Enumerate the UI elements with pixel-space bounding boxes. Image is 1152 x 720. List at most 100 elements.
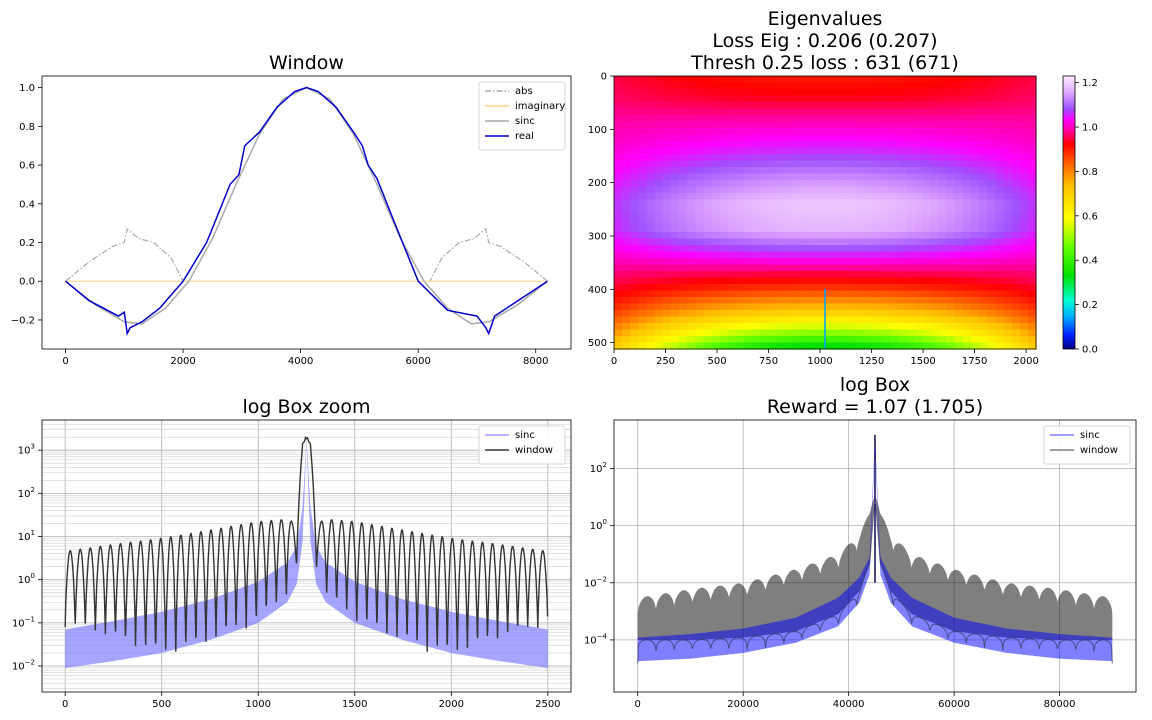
heatmap-cell [962, 141, 972, 149]
heatmap-cell [630, 264, 639, 272]
heatmap-cell [946, 264, 956, 272]
heatmap-cell [776, 95, 786, 103]
heatmap-cell [971, 121, 980, 129]
heatmap-cell [987, 323, 997, 331]
heatmap-cell [768, 128, 777, 136]
heatmap-cell [962, 180, 972, 188]
heatmap-cell [995, 342, 1005, 350]
heatmap-cell [914, 251, 923, 259]
heatmap-cell [678, 154, 688, 162]
heatmap-cell [1011, 238, 1021, 246]
heatmap-cell [800, 147, 810, 155]
heatmap-cell [614, 212, 623, 220]
eigenvalues-heatmap [614, 76, 1037, 350]
heatmap-cell [654, 251, 664, 259]
heatmap-cell [857, 336, 867, 344]
heatmap-cell [776, 323, 786, 331]
heatmap-cell [1003, 238, 1013, 246]
heatmap-cell [808, 219, 818, 227]
heatmap-cell [833, 121, 842, 129]
heatmap-cell [719, 173, 729, 181]
heatmap-cell [979, 264, 988, 272]
heatmap-cell [922, 199, 932, 207]
heatmap-cell [622, 310, 631, 318]
heatmap-cell [719, 251, 729, 259]
heatmap-cell [857, 310, 867, 318]
heatmap-cell [881, 89, 891, 97]
heatmap-cell [630, 329, 639, 337]
heatmap-cell [849, 238, 859, 246]
heatmap-cell [914, 167, 923, 175]
heatmap-cell [768, 342, 777, 350]
heatmap-cell [695, 95, 704, 103]
heatmap-cell [930, 193, 940, 201]
heatmap-cell [662, 160, 672, 168]
heatmap-cell [1003, 323, 1013, 331]
heatmap-cell [776, 316, 786, 324]
heatmap-cell [987, 310, 997, 318]
heatmap-cell [719, 147, 729, 155]
heatmap-cell [979, 329, 988, 337]
heatmap-cell [654, 173, 664, 181]
heatmap-cell [962, 342, 972, 350]
heatmap-cell [825, 212, 834, 220]
heatmap-cell [873, 76, 883, 84]
heatmap-cell [873, 316, 883, 324]
heatmap-cell [776, 238, 786, 246]
heatmap-cell [906, 108, 915, 116]
heatmap-cell [614, 297, 623, 305]
heatmap-cell [695, 180, 704, 188]
heatmap-cell [962, 108, 972, 116]
heatmap-cell [1011, 193, 1021, 201]
heatmap-cell [987, 225, 997, 233]
heatmap-cell [727, 251, 737, 259]
x-tick-label: 40000 [833, 699, 865, 710]
heatmap-cell [954, 206, 964, 214]
heatmap-cell [695, 323, 704, 331]
heatmap-cell [687, 180, 696, 188]
eigenvalues-axes-frame [613, 75, 1037, 350]
heatmap-cell [711, 206, 721, 214]
heatmap-cell [946, 297, 956, 305]
heatmap-cell [711, 212, 721, 220]
heatmap-cell [751, 102, 761, 110]
heatmap-cell [865, 303, 875, 311]
heatmap-cell [760, 147, 769, 155]
heatmap-cell [662, 154, 672, 162]
heatmap-cell [662, 336, 672, 344]
heatmap-cell [833, 284, 842, 292]
heatmap-cell [711, 134, 721, 142]
heatmap-cell [703, 199, 712, 207]
heatmap-cell [946, 245, 956, 253]
heatmap-cell [768, 212, 777, 220]
heatmap-cell [833, 342, 842, 350]
heatmap-cell [954, 128, 964, 136]
heatmap-cell [825, 316, 834, 324]
heatmap-cell [638, 167, 648, 175]
heatmap-cell [678, 219, 688, 227]
heatmap-cell [662, 134, 672, 142]
heatmap-cell [654, 154, 664, 162]
title-line: Window [269, 52, 344, 74]
heatmap-cell [800, 102, 810, 110]
heatmap-cell [662, 342, 672, 350]
heatmap-cell [808, 277, 818, 285]
heatmap-cell [654, 82, 664, 90]
heatmap-cell [995, 232, 1005, 240]
heatmap-cell [800, 160, 810, 168]
heatmap-cell [687, 212, 696, 220]
heatmap-cell [825, 147, 834, 155]
heatmap-cell [938, 329, 948, 337]
heatmap-cell [841, 206, 850, 214]
heatmap-cell [743, 95, 753, 103]
heatmap-cell [1019, 95, 1029, 103]
tick-exponent: −4 [597, 632, 608, 640]
heatmap-cell [930, 290, 940, 298]
heatmap-cell [646, 95, 656, 103]
heatmap-cell [857, 316, 867, 324]
heatmap-cell [987, 95, 997, 103]
heatmap-cell [849, 186, 859, 194]
heatmap-cell [857, 245, 867, 253]
heatmap-cell [727, 167, 737, 175]
heatmap-cell [1011, 212, 1021, 220]
